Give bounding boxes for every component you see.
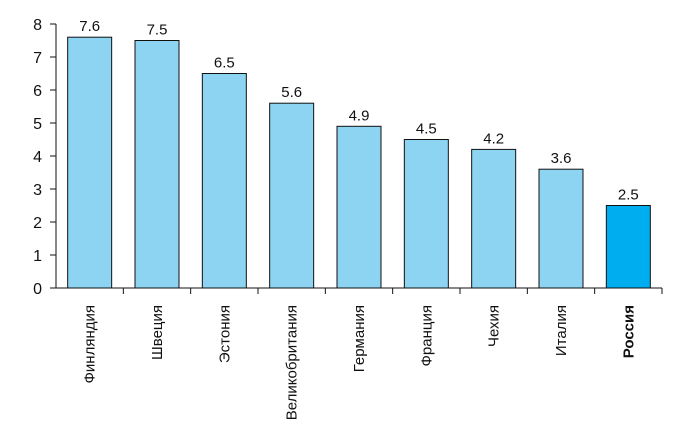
bar-3	[201, 73, 247, 289]
y-tick-label: 7	[33, 50, 42, 67]
category-label-2: Швеция	[149, 305, 166, 360]
y-tick-label: 1	[33, 248, 42, 265]
bar-9	[605, 205, 651, 289]
data-label-3: 6.5	[214, 55, 235, 72]
category-label-7: Чехия	[486, 305, 503, 347]
data-label-9: 2.5	[618, 187, 639, 204]
category-label-6: Франция	[418, 305, 435, 366]
y-axis: 0 1 2 3 4 5 6 7 8	[33, 17, 57, 298]
bar-8	[538, 168, 584, 289]
bar-1	[67, 36, 113, 289]
category-label-3: Эстония	[216, 305, 233, 363]
data-label-7: 4.2	[483, 130, 504, 147]
data-label-8: 3.6	[551, 150, 572, 167]
bar-7	[471, 148, 517, 289]
y-tick-label: 3	[33, 182, 42, 199]
data-label-1: 7.6	[79, 18, 100, 35]
bar-5	[336, 125, 382, 289]
category-label-5: Германия	[351, 305, 368, 372]
category-label-9: Россия	[620, 305, 637, 358]
data-label-2: 7.5	[147, 22, 168, 39]
bar-6	[403, 139, 449, 289]
y-tick-label: 4	[33, 149, 42, 166]
bars: 7.6 7.5 6.5 5.6 4.9 4.5 4.2 3.6 2.5	[67, 18, 651, 289]
category-label-4: Великобритания	[284, 305, 301, 420]
bar-2	[134, 40, 180, 289]
bar-4	[269, 102, 315, 289]
y-tick-label: 6	[33, 83, 42, 100]
data-label-5: 4.9	[349, 107, 370, 124]
category-label-8: Италия	[553, 305, 570, 356]
y-tick-label: 0	[33, 281, 42, 298]
data-label-6: 4.5	[416, 121, 437, 138]
category-label-1: Финляндия	[82, 305, 99, 383]
y-tick-label: 5	[33, 116, 42, 133]
y-tick-label: 2	[33, 215, 42, 232]
x-axis: Финляндия Швеция Эстония Великобритания Герм…	[56, 287, 663, 420]
y-tick-label: 8	[33, 17, 42, 34]
data-label-4: 5.6	[281, 84, 302, 101]
